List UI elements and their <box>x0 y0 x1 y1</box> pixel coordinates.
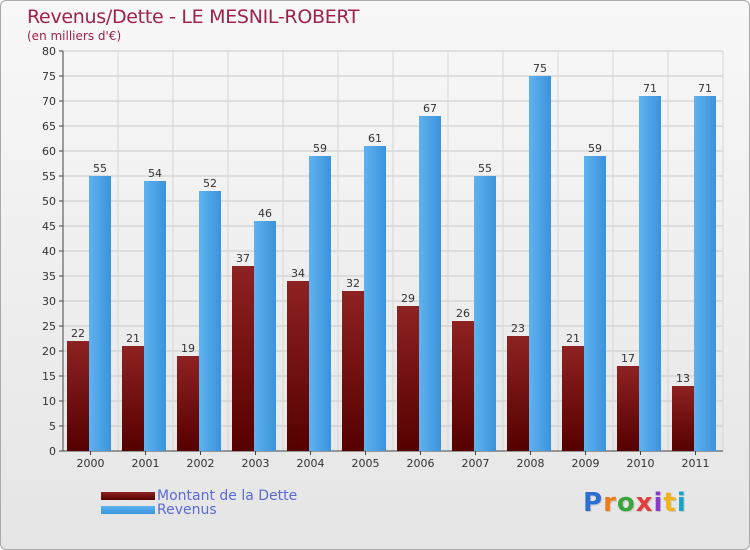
legend-label-revenus: Revenus <box>157 502 217 518</box>
y-tick-label: 65 <box>42 120 56 133</box>
data-label: 75 <box>533 62 547 75</box>
logo-letter: r <box>603 488 617 518</box>
x-tick-label: 2000 <box>77 457 105 470</box>
y-tick-label: 80 <box>42 45 56 58</box>
logo-letter: P <box>583 488 604 518</box>
y-tick-label: 70 <box>42 95 56 108</box>
data-label: 71 <box>643 82 657 95</box>
data-label: 22 <box>71 327 85 340</box>
bars <box>67 76 716 451</box>
y-tick-label: 75 <box>42 70 56 83</box>
bar-debt <box>122 346 144 451</box>
bar-revenus <box>694 96 716 451</box>
y-tick-label: 50 <box>42 195 56 208</box>
y-tick-label: 10 <box>42 395 56 408</box>
y-tick-label: 30 <box>42 295 56 308</box>
proxiti-logo: Proxiti <box>583 488 687 518</box>
logo-letter: i <box>653 488 664 518</box>
legend-label-debt: Montant de la Dette <box>157 488 298 504</box>
bar-debt <box>67 341 89 451</box>
bar-debt <box>672 386 694 451</box>
data-label: 46 <box>258 207 272 220</box>
data-label: 52 <box>203 177 217 190</box>
bar-debt <box>397 306 419 451</box>
x-tick-label: 2004 <box>297 457 325 470</box>
y-tick-label: 55 <box>42 170 56 183</box>
data-label: 21 <box>566 332 580 345</box>
x-tick-label: 2006 <box>407 457 435 470</box>
y-tick-label: 25 <box>42 320 56 333</box>
y-tick-label: 45 <box>42 220 56 233</box>
data-label: 21 <box>126 332 140 345</box>
y-tick-label: 15 <box>42 370 56 383</box>
logo-letter: o <box>616 488 636 518</box>
bar-debt <box>232 266 254 451</box>
x-tick-label: 2008 <box>517 457 545 470</box>
bar-revenus <box>144 181 166 451</box>
data-label: 71 <box>698 82 712 95</box>
data-label: 17 <box>621 352 635 365</box>
bar-revenus <box>254 221 276 451</box>
bar-revenus <box>639 96 661 451</box>
chart-title: Revenus/Dette - LE MESNIL-ROBERT <box>27 6 360 28</box>
data-label: 19 <box>181 342 195 355</box>
y-tick-label: 40 <box>42 245 56 258</box>
grid <box>62 50 724 452</box>
x-tick-label: 2011 <box>682 457 710 470</box>
bar-debt <box>452 321 474 451</box>
data-label: 61 <box>368 132 382 145</box>
bar-debt <box>562 346 584 451</box>
bar-debt <box>507 336 529 451</box>
chart-subtitle: (en milliers d'€) <box>27 29 122 43</box>
bar-debt <box>342 291 364 451</box>
data-label: 32 <box>346 277 360 290</box>
bar-revenus <box>199 191 221 451</box>
x-tick-label: 2010 <box>627 457 655 470</box>
y-tick-label: 5 <box>49 420 56 433</box>
logo-letter: t <box>663 488 677 518</box>
x-tick-label: 2007 <box>462 457 490 470</box>
bar-revenus <box>529 76 551 451</box>
data-label: 26 <box>456 307 470 320</box>
axes: 0 5 10 15 20 25 30 35 40 45 50 55 60 65 70 75 80 2000 2001… <box>42 45 723 470</box>
x-tick-label: 2009 <box>572 457 600 470</box>
data-label: 55 <box>93 162 107 175</box>
bar-revenus <box>364 146 386 451</box>
data-label: 29 <box>401 292 415 305</box>
x-tick-label: 2001 <box>132 457 160 470</box>
logo-letter: x <box>635 488 654 518</box>
y-tick-label: 60 <box>42 145 56 158</box>
y-tick-label: 35 <box>42 270 56 283</box>
data-label: 59 <box>588 142 602 155</box>
x-tick-label: 2005 <box>352 457 380 470</box>
bar-revenus <box>474 176 496 451</box>
bar-revenus <box>584 156 606 451</box>
x-tick-label: 2002 <box>187 457 215 470</box>
data-label: 23 <box>511 322 525 335</box>
data-label: 67 <box>423 102 437 115</box>
y-tick-label: 20 <box>42 345 56 358</box>
legend-swatch-debt <box>101 492 155 500</box>
legend-swatch-revenus <box>101 506 155 514</box>
y-tick-label: 0 <box>49 445 56 458</box>
data-label: 55 <box>478 162 492 175</box>
bar-revenus <box>309 156 331 451</box>
bar-revenus <box>419 116 441 451</box>
bar-revenus <box>89 176 111 451</box>
logo-letter: i <box>676 488 687 518</box>
data-label: 37 <box>236 252 250 265</box>
data-label: 34 <box>291 267 305 280</box>
x-tick-label: 2003 <box>242 457 270 470</box>
bar-debt <box>287 281 309 451</box>
data-label: 59 <box>313 142 327 155</box>
data-label: 13 <box>676 372 690 385</box>
bar-debt <box>617 366 639 451</box>
data-labels: 22 55 21 54 19 52 37 46 34 59 32 61 29 67 26 55 23 75 21 59… <box>71 62 712 385</box>
data-label: 54 <box>148 167 162 180</box>
bar-debt <box>177 356 199 451</box>
